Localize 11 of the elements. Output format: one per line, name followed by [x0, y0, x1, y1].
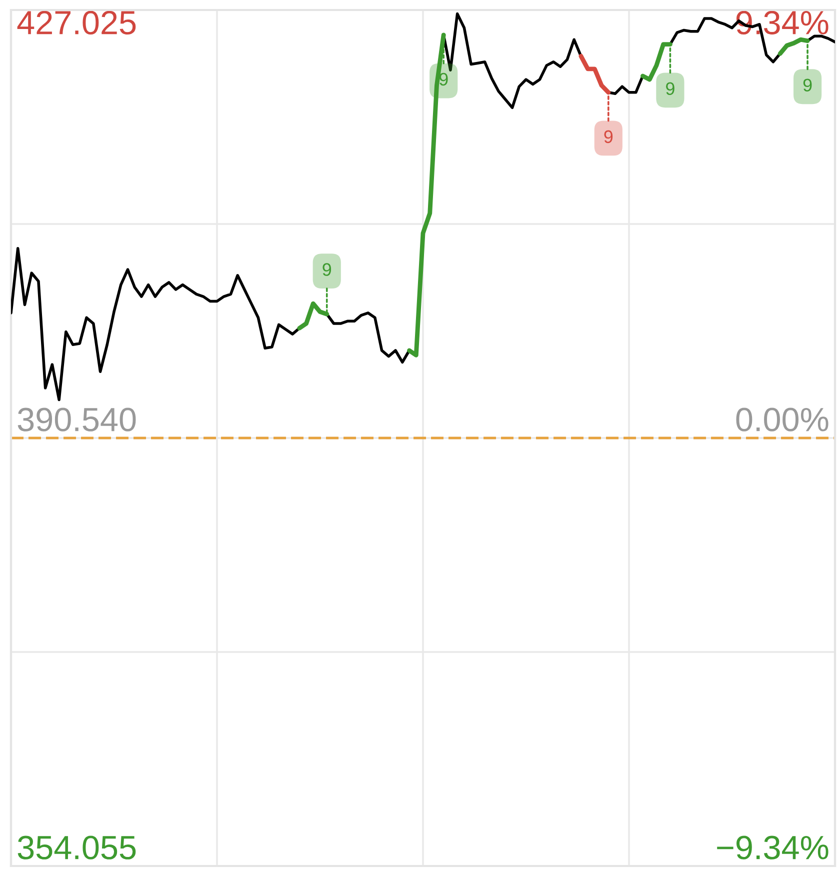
y-tick-label: 427.025: [17, 10, 136, 34]
y2-tick-label: −9.34%: [717, 836, 828, 860]
y-tick-label: 390.540: [18, 408, 136, 432]
y-tick-label: 354.055: [18, 836, 136, 860]
annotation: 9: [803, 78, 812, 92]
annotation: 9: [439, 72, 448, 86]
annotation: 9: [604, 130, 613, 144]
annotation: 9: [666, 82, 674, 95]
y2-tick-label: 0.00%: [736, 408, 828, 432]
y2-tick-label: 9.34%: [736, 10, 828, 34]
annotation: 9: [322, 263, 332, 276]
